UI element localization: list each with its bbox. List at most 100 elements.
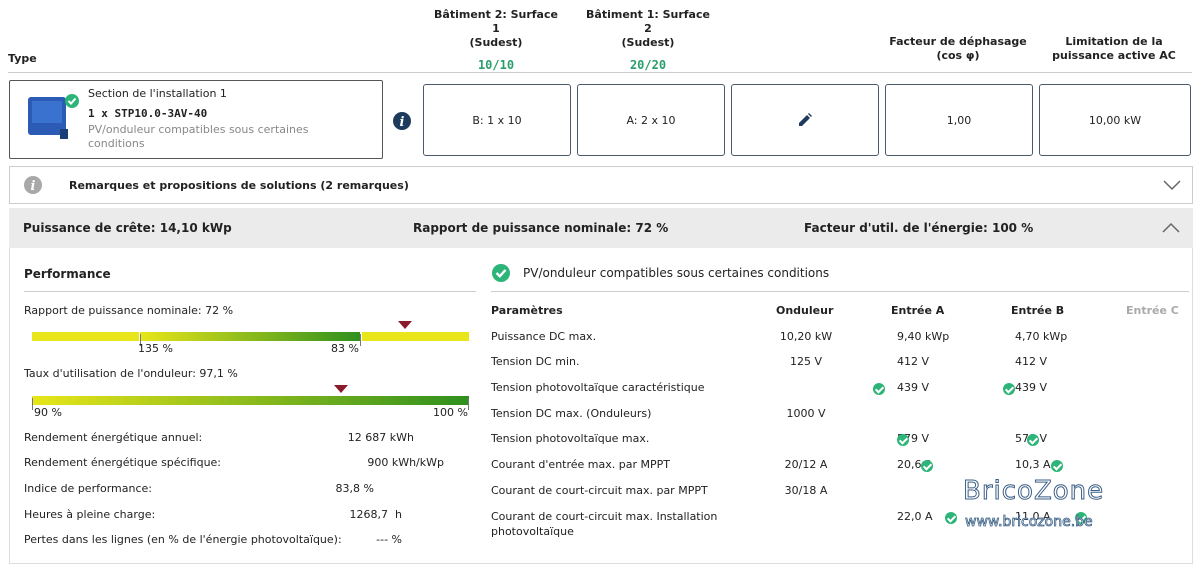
header-col-batiment1: Bâtiment 1: Surface 2 (Sudest) 20/20 xyxy=(582,8,714,72)
entree-b-value: 439 V xyxy=(1015,381,1048,394)
svg-text:i: i xyxy=(31,179,36,194)
perf-row-value: 83,8 % xyxy=(335,482,374,495)
col1-count: 10/10 xyxy=(477,58,515,72)
col3-title: Facteur de déphasage xyxy=(889,35,1027,48)
ratio-tick-135: 135 % xyxy=(138,342,173,355)
entree-b-value: 10,3 A xyxy=(1015,458,1051,471)
onduleur-value: 30/18 A xyxy=(784,484,828,497)
entree-a-value: 412 V xyxy=(897,355,930,368)
param-label: Courant de court-circuit max. Installati… xyxy=(491,510,718,523)
perf-row-value: --- % xyxy=(376,533,402,546)
entree-a-value: 9,40 kWp xyxy=(897,330,950,343)
header-col-cosphi: Facteur de déphasage (cos φ) xyxy=(878,35,1038,63)
col2-count: 20/20 xyxy=(629,58,667,72)
col-entree-b: Entrée B xyxy=(1011,304,1065,317)
col4-sub: puissance active AC xyxy=(1052,49,1176,62)
check-icon xyxy=(1027,434,1039,446)
compat-status: PV/onduleur compatibles sous certaines c… xyxy=(88,123,309,150)
cosphi-box[interactable]: 1,00 xyxy=(885,84,1033,156)
param-label: Tension DC min. xyxy=(491,355,580,368)
inverter-usage-bar xyxy=(32,396,469,405)
chevron-up-icon[interactable] xyxy=(1162,222,1180,234)
inverter-model: 1 x STP10.0-3AV-40 xyxy=(88,107,208,120)
param-label: Tension photovoltaïque max. xyxy=(491,432,650,445)
edit-box[interactable] xyxy=(731,84,879,156)
check-icon xyxy=(873,383,885,395)
perf-row-label: Indice de performance: xyxy=(24,482,152,495)
performance-divider xyxy=(24,291,476,292)
param-label: Courant d'entrée max. par MPPT xyxy=(491,458,670,471)
ratio-bar xyxy=(32,332,469,341)
summary-bar[interactable]: Puissance de crête: 14,10 kWp Rapport de… xyxy=(9,208,1193,248)
limitation-box[interactable]: 10,00 kW xyxy=(1039,84,1191,156)
inv-tick-100: 100 % xyxy=(433,406,468,419)
header-col-batiment2: Bâtiment 2: Surface 1 (Sudest) 10/10 xyxy=(430,8,562,72)
compat-title: PV/onduleur compatibles sous certaines c… xyxy=(523,266,830,280)
inverter-usage-label: Taux d'utilisation de l'onduleur: 97,1 % xyxy=(24,367,238,380)
chevron-down-icon[interactable] xyxy=(1163,179,1181,191)
onduleur-value: 125 V xyxy=(789,355,823,368)
inverter-icon xyxy=(28,94,79,139)
entree-a-value: 22,0 A xyxy=(897,510,933,523)
col-parametres: Paramètres xyxy=(491,304,563,317)
check-icon xyxy=(1003,383,1015,395)
col2-title: Bâtiment 1: Surface 2 xyxy=(586,8,710,35)
compat-divider xyxy=(491,291,1189,292)
surface-a-value: A: 2 x 10 xyxy=(626,113,676,127)
surface-b-box[interactable]: B: 1 x 10 xyxy=(423,84,571,156)
compat-check-icon xyxy=(492,264,510,282)
col-entree-c: Entrée C xyxy=(1126,304,1179,317)
entree-b-value: 4,70 kWp xyxy=(1015,330,1068,343)
surface-b-value: B: 1 x 10 xyxy=(472,113,522,127)
header-col-limitation: Limitation de la puissance active AC xyxy=(1040,35,1188,63)
col-onduleur: Onduleur xyxy=(776,304,834,317)
param-label: Puissance DC max. xyxy=(491,330,597,343)
installation-card[interactable]: Section de l'installation 1 1 x STP10.0-… xyxy=(9,80,383,159)
perf-row-value: 1268,7 h xyxy=(349,508,402,521)
nominal-ratio: Rapport de puissance nominale: 72 % xyxy=(413,221,669,235)
inverter-usage-marker xyxy=(334,385,348,393)
watermark-url: www.bricozone.be xyxy=(965,514,1093,531)
perf-row-label: Rendement énergétique annuel: xyxy=(24,431,203,444)
remarks-bar[interactable]: i Remarques et propositions de solutions… xyxy=(9,166,1193,204)
col4-title: Limitation de la xyxy=(1065,35,1163,48)
compat-table-body: Puissance DC max. 10,20 kW 9,40 kWp 4,70 kW… xyxy=(0,0,1200,538)
param-label: Courant de court-circuit max. par MPPT xyxy=(491,484,708,497)
col3-sub: (cos φ) xyxy=(936,49,980,62)
check-icon xyxy=(1051,460,1063,472)
col1-sub: (Sudest) xyxy=(469,36,523,49)
col-entree-a: Entrée A xyxy=(891,304,945,317)
check-icon xyxy=(897,434,909,446)
entree-b-value: 412 V xyxy=(1015,355,1048,368)
col2-sub: (Sudest) xyxy=(621,36,675,49)
info-icon[interactable]: i xyxy=(392,111,412,131)
ratio-marker xyxy=(398,321,412,329)
type-header: Type xyxy=(8,52,37,65)
perf-row-label: Heures à pleine charge: xyxy=(24,508,156,521)
check-icon xyxy=(921,460,933,472)
remarks-label: Remarques et propositions de solutions (… xyxy=(69,179,409,192)
energy-factor: Facteur d'util. de l'énergie: 100 % xyxy=(804,221,1034,235)
svg-text:i: i xyxy=(400,115,405,130)
cosphi-value: 1,00 xyxy=(946,113,972,127)
onduleur-value: 20/12 A xyxy=(784,458,828,471)
ratio-tick-83: 83 % xyxy=(331,342,359,355)
watermark-brand: BricoZone xyxy=(962,476,1105,507)
onduleur-value: 1000 V xyxy=(786,407,826,420)
param-label: Tension DC max. (Onduleurs) xyxy=(491,407,652,420)
performance-title: Performance xyxy=(24,267,111,281)
info-gray-icon: i xyxy=(24,176,42,194)
header-divider xyxy=(8,72,1192,73)
entree-a-value: 439 V xyxy=(897,381,930,394)
check-icon xyxy=(1075,512,1087,524)
details-panel xyxy=(9,248,1193,564)
perf-row-label: Rendement énergétique spécifique: xyxy=(24,456,222,469)
limitation-value: 10,00 kW xyxy=(1088,113,1142,127)
col1-title: Bâtiment 2: Surface 1 xyxy=(434,8,558,35)
perf-row-value: 900 kWh/kWp xyxy=(367,456,444,469)
surface-a-box[interactable]: A: 2 x 10 xyxy=(577,84,725,156)
peak-power: Puissance de crête: 14,10 kWp xyxy=(23,221,232,235)
perf-row-value: 12 687 kWh xyxy=(347,431,414,444)
section-label: Section de l'installation 1 xyxy=(88,87,227,100)
perf-row-label: Pertes dans les lignes (en % de l'énergi… xyxy=(24,533,342,546)
